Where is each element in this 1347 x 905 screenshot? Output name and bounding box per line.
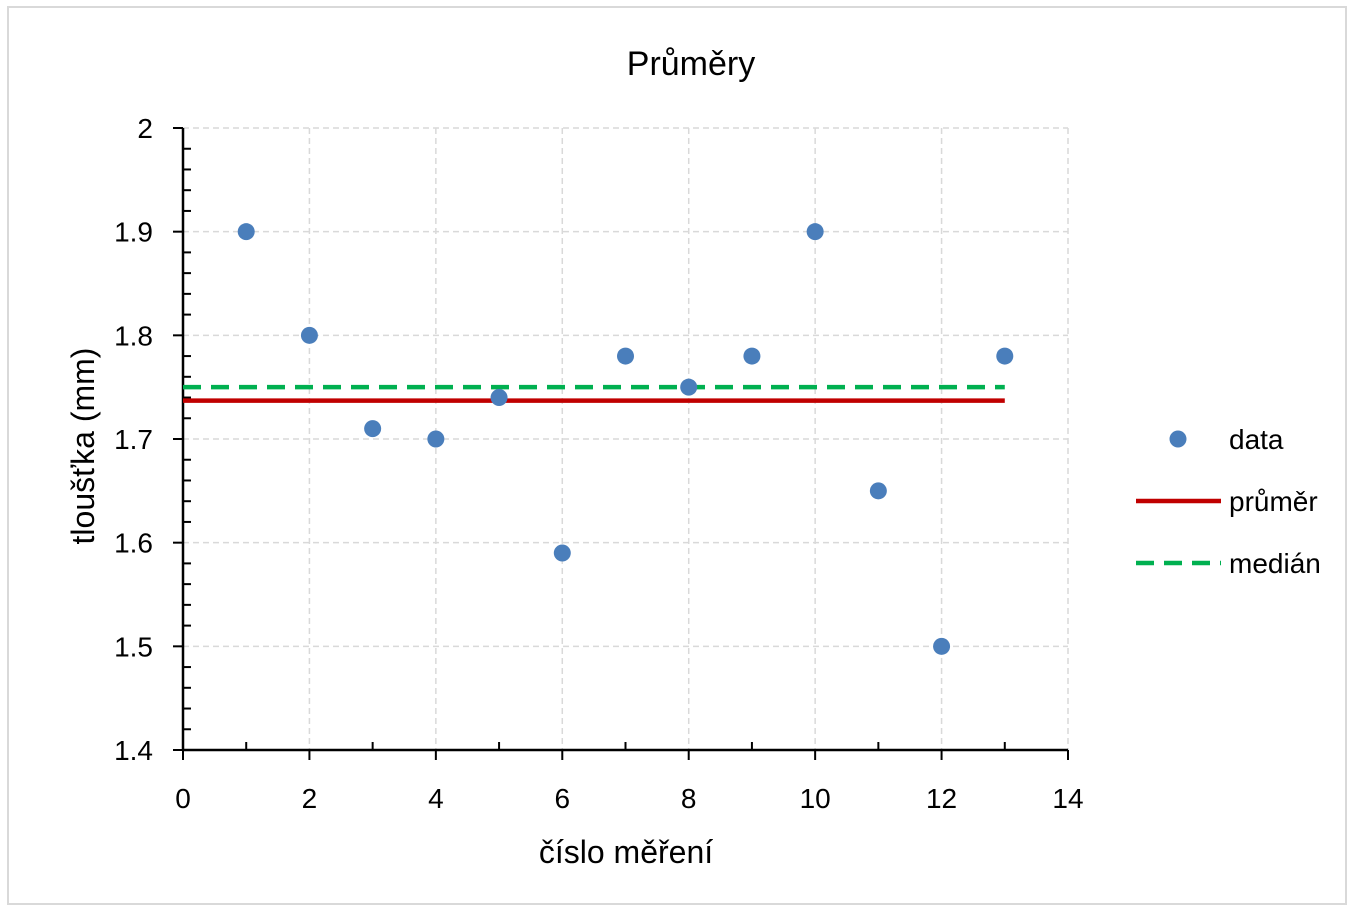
data-point <box>490 389 508 407</box>
x-tick-label: 10 <box>800 783 831 814</box>
chart-title: Průměry <box>627 45 755 83</box>
x-tick-label: 8 <box>681 783 697 814</box>
data-point <box>680 378 698 396</box>
y-tick-label: 1.8 <box>114 320 153 351</box>
series <box>183 223 1014 655</box>
x-axis-title: číslo měření <box>539 834 713 870</box>
legend-label: data <box>1229 424 1284 455</box>
grid <box>183 127 1069 750</box>
axes <box>173 127 1069 760</box>
y-tick-label: 1.5 <box>114 631 153 662</box>
y-tick-label: 2 <box>137 113 153 144</box>
tick-labels: 0 2 4 6 8 10 12 14 1.4 1.5 1.6 1.7 1.8 1.9 2 <box>114 113 1084 814</box>
legend-marker-data <box>1169 430 1187 448</box>
data-point <box>364 420 382 438</box>
x-tick-label: 0 <box>175 783 191 814</box>
x-tick-label: 14 <box>1052 783 1083 814</box>
x-tick-label: 6 <box>554 783 570 814</box>
legend-label: medián <box>1229 548 1321 579</box>
data-point <box>869 482 887 500</box>
y-tick-label: 1.4 <box>114 735 153 766</box>
data-point <box>933 637 951 655</box>
y-tick-label: 1.7 <box>114 424 153 455</box>
y-tick-label: 1.9 <box>114 217 153 248</box>
data-point <box>237 223 255 241</box>
chart-frame: Průměry 0 2 4 6 8 10 12 14 1.4 1.5 1.6 1.7 1.8 1.9 2 č… <box>7 6 1347 905</box>
legend: data průměr medián <box>1136 424 1321 579</box>
data-point <box>806 223 824 241</box>
x-tick-label: 12 <box>926 783 957 814</box>
data-point <box>617 347 634 365</box>
data-point <box>427 430 445 448</box>
y-axis-title: tloušťka (mm) <box>65 348 101 545</box>
data-point <box>996 347 1014 365</box>
legend-label: průměr <box>1229 486 1318 517</box>
data-point <box>553 544 571 562</box>
chart-svg: Průměry 0 2 4 6 8 10 12 14 1.4 1.5 1.6 1.7 1.8 1.9 2 č… <box>65 45 1321 870</box>
y-tick-label: 1.6 <box>114 528 153 559</box>
data-point <box>300 326 318 344</box>
x-tick-label: 2 <box>302 783 318 814</box>
data-point <box>743 347 761 365</box>
x-tick-label: 4 <box>428 783 444 814</box>
